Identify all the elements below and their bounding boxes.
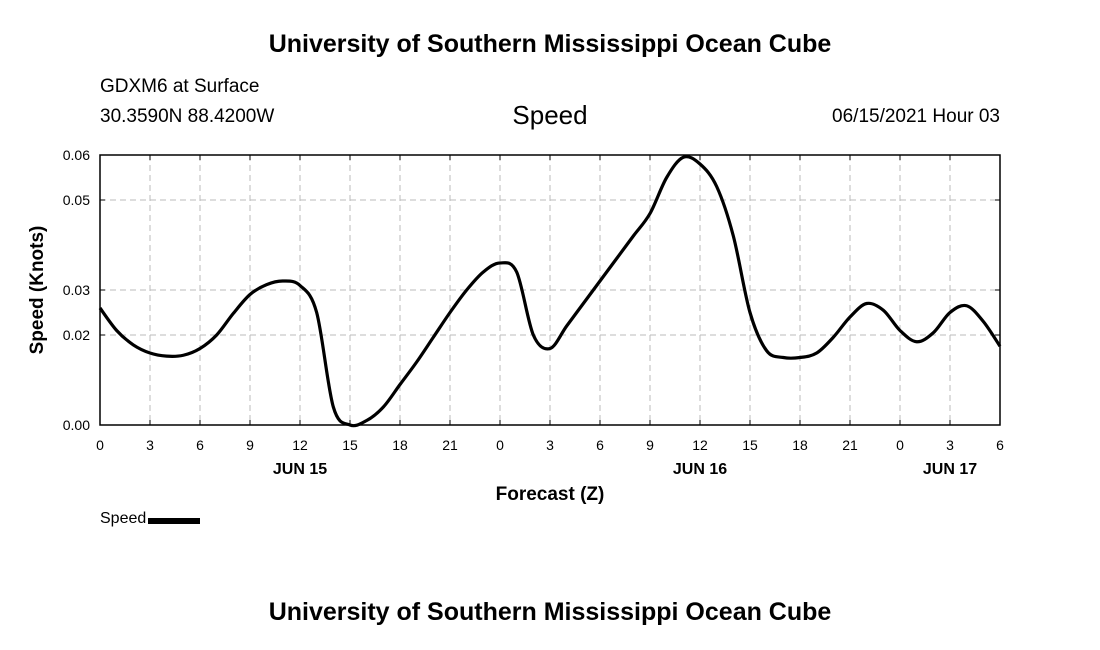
y-axis-title: Speed (Knots) (27, 226, 48, 355)
series-layer (98, 155, 1002, 428)
legend: Speed (100, 510, 201, 528)
x-tick-label: 12 (692, 437, 708, 453)
y-tick-label: 0.00 (63, 417, 90, 433)
y-tick-label: 0.03 (63, 282, 90, 298)
x-tick-label: 0 (96, 437, 104, 453)
chart-header-title: University of Southern Mississippi Ocean… (268, 30, 832, 58)
legend-swatch (148, 518, 201, 524)
y-tick-label: 0.02 (63, 327, 90, 343)
plot-frame (99, 154, 1001, 426)
datetime-label: 06/15/2021 Hour 03 (832, 106, 1000, 127)
date-label: JUN 16 (673, 461, 727, 478)
x-tick-label: 18 (792, 437, 808, 453)
station-label: GDXM6 at Surface (100, 76, 260, 97)
date-label: JUN 15 (273, 461, 327, 478)
x-tick-label: 12 (292, 437, 308, 453)
x-tick-label: 0 (496, 437, 504, 453)
variable-title: Speed (512, 100, 588, 130)
x-tick-label: 15 (342, 437, 358, 453)
y-tick-label: 0.06 (63, 147, 90, 163)
x-tick-label: 3 (546, 437, 554, 453)
x-tick-label: 3 (946, 437, 954, 453)
x-axis-title: Forecast (Z) (496, 484, 605, 505)
label-layer: 0 3 6 9 12 15 18 21 0 3 6 9 12 15 18 21 0 3 6 0.00 0.02 0.03 0… (27, 147, 1004, 505)
x-tick-label: 15 (742, 437, 758, 453)
chart-footer-title: University of Southern Mississippi Ocean… (268, 598, 832, 626)
x-tick-label: 21 (442, 437, 458, 453)
grid-layer (100, 155, 1000, 425)
x-tick-label: 21 (842, 437, 858, 453)
legend-label: Speed (100, 510, 147, 527)
coordinates-label: 30.3590N 88.4200W (100, 106, 275, 127)
x-tick-label: 9 (246, 437, 254, 453)
x-tick-label: 18 (392, 437, 408, 453)
y-tick-label: 0.05 (63, 192, 90, 208)
x-tick-label: 0 (896, 437, 904, 453)
date-label: JUN 17 (923, 461, 977, 478)
x-tick-label: 3 (146, 437, 154, 453)
x-tick-label: 9 (646, 437, 654, 453)
x-tick-label: 6 (596, 437, 604, 453)
x-tick-label: 6 (196, 437, 204, 453)
series-line-speed (98, 155, 1002, 428)
x-tick-label: 6 (996, 437, 1004, 453)
